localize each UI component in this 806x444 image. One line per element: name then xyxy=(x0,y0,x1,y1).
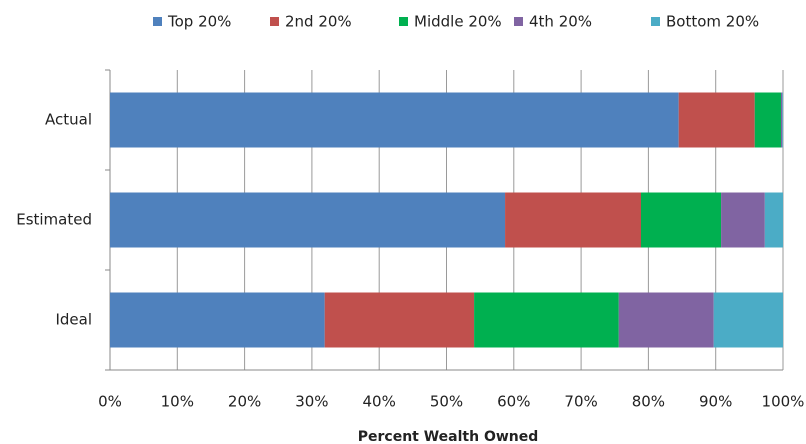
bar-segment xyxy=(721,192,765,248)
bar-segment xyxy=(110,192,506,248)
y-tick-label: Estimated xyxy=(16,211,92,229)
bar-segment xyxy=(754,92,781,148)
legend-label: Top 20% xyxy=(167,13,231,31)
x-tick-label: 30% xyxy=(295,393,328,411)
bar-segment xyxy=(780,92,783,148)
bar-segment xyxy=(110,92,679,148)
bar-segment xyxy=(474,292,619,348)
x-tick-label: 10% xyxy=(161,393,194,411)
bar-segment xyxy=(764,192,783,248)
legend-swatch xyxy=(514,17,523,26)
bar-segment xyxy=(618,292,714,348)
legend-swatch xyxy=(270,17,279,26)
x-tick-label: 20% xyxy=(228,393,261,411)
bar-segment xyxy=(110,292,325,348)
legend-label: 4th 20% xyxy=(529,13,592,31)
legend-label: Bottom 20% xyxy=(666,13,759,31)
bar-segment xyxy=(640,192,722,248)
bar-segment xyxy=(505,192,641,248)
x-tick-label: 50% xyxy=(430,393,463,411)
bar-segment xyxy=(782,92,783,148)
x-tick-label: 60% xyxy=(497,393,530,411)
y-tick-label: Ideal xyxy=(55,311,92,329)
x-tick-label: 100% xyxy=(762,393,805,411)
bar-segment xyxy=(324,292,475,348)
legend-swatch xyxy=(153,17,162,26)
x-tick-label: 90% xyxy=(699,393,732,411)
x-tick-label: 40% xyxy=(363,393,396,411)
x-axis-title: Percent Wealth Owned xyxy=(358,429,539,444)
legend-label: 2nd 20% xyxy=(285,13,352,31)
legend-label: Middle 20% xyxy=(414,13,502,31)
bar-segment xyxy=(713,292,783,348)
x-tick-label: 80% xyxy=(632,393,665,411)
y-tick-label: Actual xyxy=(45,111,92,129)
x-tick-label: 0% xyxy=(98,393,122,411)
x-tick-label: 70% xyxy=(564,393,597,411)
legend-swatch xyxy=(651,17,660,26)
legend-swatch xyxy=(399,17,408,26)
bar-segment xyxy=(678,92,755,148)
